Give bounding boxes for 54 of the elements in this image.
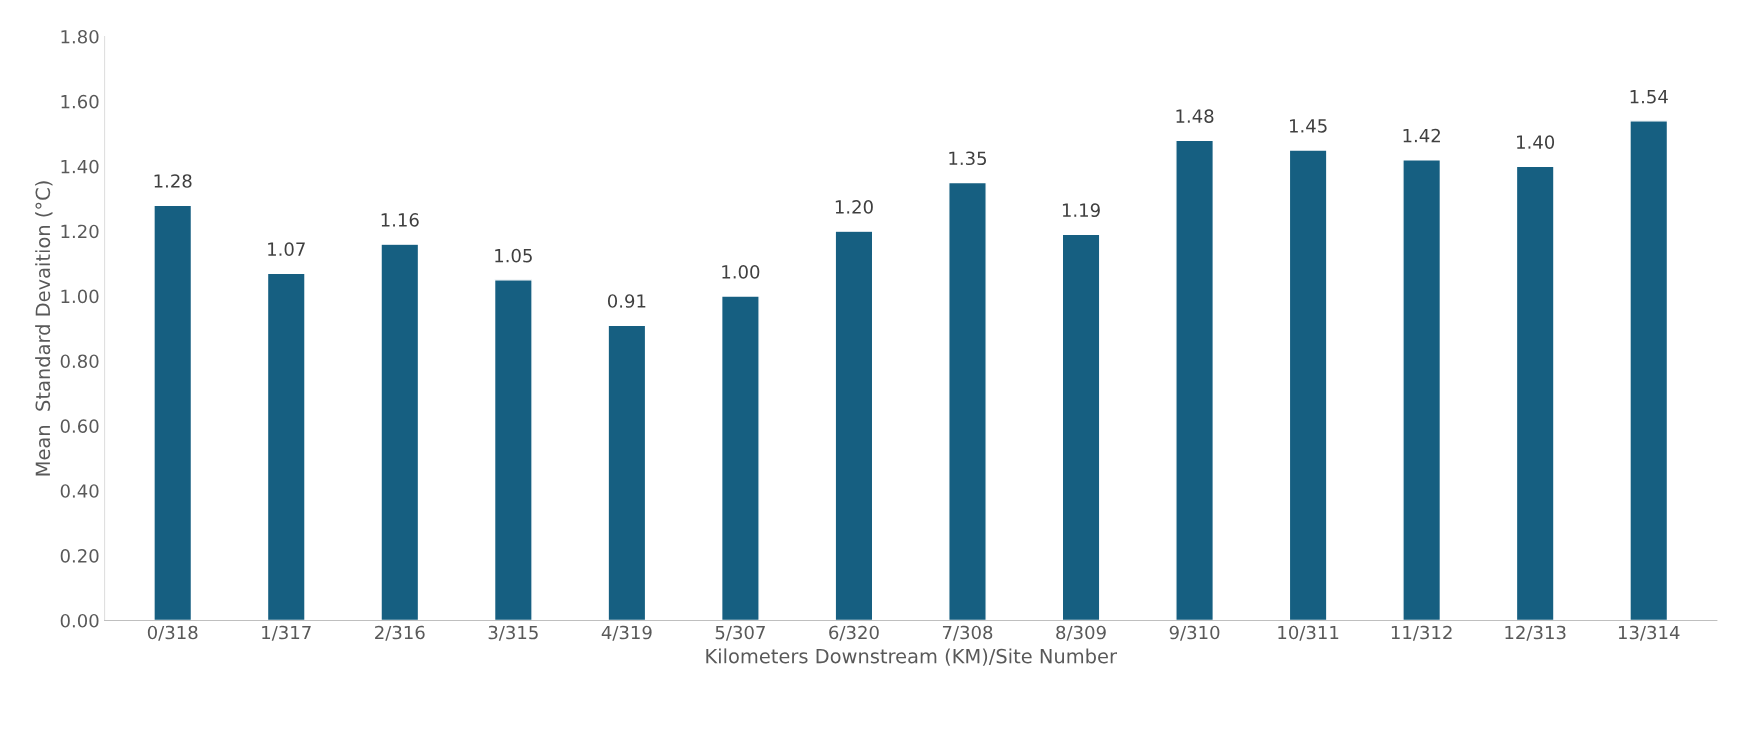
bar [948,181,987,621]
bar [1175,139,1214,621]
bar [1061,233,1101,621]
x-tick-label: 5/307 [715,625,765,641]
data-label: 1.20 [835,200,873,214]
data-label: 1.42 [1403,128,1440,143]
data-label: 1.35 [949,151,987,166]
bar [493,279,533,621]
y-tick-label: 0.20 [60,549,99,563]
x-tick-label: 10/311 [1278,625,1339,641]
y-axis-title: Mean Standard Devaition (°C) [35,181,53,476]
data-label: 1.28 [154,174,192,188]
y-tick-label: 0.40 [60,484,99,498]
bar [1629,120,1669,621]
x-tick-label: 9/310 [1169,625,1220,641]
y-tick-label: 1.60 [61,94,99,109]
y-tick-label: 0.80 [60,354,99,369]
x-tick-label: 0/318 [147,625,198,641]
data-label: 1.16 [381,213,419,227]
data-label: 1.19 [1062,203,1100,218]
x-tick-label: 4/319 [601,625,652,641]
data-label: 1.05 [495,248,532,263]
data-label: 1.54 [1630,90,1668,104]
data-label: 1.40 [1517,135,1555,149]
x-tick-label: 6/320 [829,625,879,641]
x-tick-label: 3/315 [488,625,538,641]
x-axis-title: Kilometers Downstream (KM)/Site Number [706,648,1117,666]
bar [720,295,760,621]
x-tick-label: 11/312 [1391,625,1452,641]
bar [1288,149,1328,621]
y-tick-label: 1.40 [61,159,99,174]
y-tick-label: 1.00 [61,289,99,304]
x-tick-label: 1/317 [262,625,311,641]
data-label: 0.91 [607,294,646,308]
y-tick-label: 1.20 [61,224,99,239]
bar [153,204,193,621]
data-label: 1.45 [1289,119,1327,133]
y-tick-label: 0.00 [60,613,99,628]
y-tick-label: 1.80 [61,29,99,44]
bar [266,272,306,621]
data-label: 1.00 [722,265,760,279]
bar [1515,165,1555,621]
bar [1402,159,1442,621]
data-label: 1.07 [268,242,305,256]
bar [607,324,647,621]
bar [834,230,874,621]
y-tick-label: 0.60 [60,419,99,433]
x-tick-label: 8/309 [1056,625,1106,641]
x-tick-label: 12/313 [1505,625,1566,641]
data-label: 1.48 [1176,109,1214,123]
x-tick-label: 2/316 [375,625,425,641]
bar [380,243,420,621]
x-tick-label: 7/308 [942,625,993,641]
x-tick-label: 13/314 [1618,625,1680,641]
